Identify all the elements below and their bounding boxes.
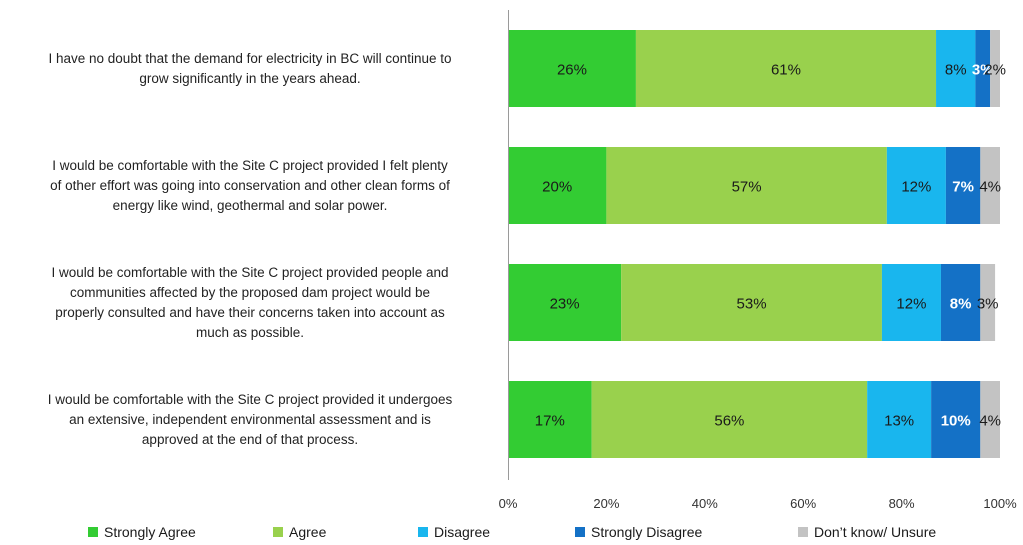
bar-segment — [508, 30, 636, 107]
data-label: 4% — [979, 179, 1001, 196]
x-tick-label: 100% — [983, 496, 1017, 511]
data-label: 26% — [557, 62, 587, 79]
bar-segment — [881, 264, 941, 341]
data-label: 13% — [884, 413, 914, 430]
bar-segment — [621, 264, 882, 341]
legend-item: Don’t know/ Unsure — [798, 524, 936, 540]
category-label-line: approved at the end of that process. — [141, 431, 359, 447]
bar-segment — [508, 147, 607, 224]
data-label: 12% — [896, 296, 926, 313]
data-label: 8% — [945, 62, 967, 79]
data-label: 3% — [972, 62, 994, 79]
category-label-line: grow significantly in the years ahead. — [139, 70, 361, 86]
category-label-line: I would be comfortable with the Site C p… — [47, 391, 453, 407]
x-tick-label: 0% — [499, 496, 518, 511]
data-label: 12% — [901, 179, 931, 196]
category-label-line: I would be comfortable with the Site C p… — [52, 157, 448, 173]
bar-segment — [591, 381, 868, 458]
category-label-line: communities affected by the proposed dam… — [70, 284, 430, 300]
data-label: 53% — [737, 296, 767, 313]
data-label: 8% — [950, 296, 972, 313]
x-tick-label: 20% — [593, 496, 619, 511]
category-label-line: energy like wind, geothermal and solar p… — [112, 197, 388, 213]
category-label-line: I have no doubt that the demand for elec… — [48, 50, 452, 66]
legend-swatch — [273, 527, 283, 537]
legend-label: Disagree — [434, 524, 491, 540]
category-label-line: of other effort was going into conservat… — [50, 177, 450, 193]
x-tick-label: 40% — [692, 496, 718, 511]
chart-legend: Strongly Agree Agree Disagree Strongly Disa… — [0, 524, 1023, 544]
data-label: 56% — [714, 413, 744, 430]
bar-segment — [945, 147, 981, 224]
data-label: 20% — [542, 179, 572, 196]
bar-segment — [980, 264, 996, 341]
legend-item: Strongly Disagree — [575, 524, 702, 540]
data-label: 17% — [535, 413, 565, 430]
bar-segment — [936, 30, 976, 107]
category-label: I have no doubt that the demand for elec… — [6, 49, 494, 89]
category-label: I would be comfortable with the Site C p… — [6, 390, 494, 450]
legend-swatch — [575, 527, 585, 537]
x-tick-label: 80% — [889, 496, 915, 511]
legend-item: Strongly Agree — [88, 524, 196, 540]
data-label: 4% — [979, 413, 1001, 430]
legend-swatch — [88, 527, 98, 537]
bar-segment — [606, 147, 887, 224]
x-tick-label: 60% — [790, 496, 816, 511]
category-label-line: properly consulted and have their concer… — [55, 304, 445, 320]
data-label: 10% — [941, 413, 971, 430]
category-label: I would be comfortable with the Site C p… — [6, 156, 494, 216]
bar-segment — [980, 381, 1000, 458]
category-label: I would be comfortable with the Site C p… — [6, 263, 494, 343]
legend-swatch — [798, 527, 808, 537]
bar-segment — [635, 30, 937, 107]
bar-segment — [867, 381, 932, 458]
data-label: 23% — [550, 296, 580, 313]
data-label: 61% — [771, 62, 801, 79]
bar-segment — [886, 147, 946, 224]
bar-segment — [975, 30, 991, 107]
legend-label: Agree — [289, 524, 327, 540]
category-label-line: an extensive, independent environmental … — [69, 411, 431, 427]
bar-segment — [508, 381, 592, 458]
legend-label: Strongly Agree — [104, 524, 196, 540]
data-label: 7% — [952, 179, 974, 196]
category-label-line: I would be comfortable with the Site C p… — [51, 264, 449, 280]
bar-segment — [508, 264, 622, 341]
category-label-line: much as possible. — [195, 324, 305, 340]
data-label: 2% — [984, 62, 1006, 79]
bar-segment — [931, 381, 981, 458]
legend-item: Agree — [273, 524, 326, 540]
legend-swatch — [418, 527, 428, 537]
data-label: 3% — [977, 296, 999, 313]
legend-item: Disagree — [418, 524, 490, 540]
bar-segment — [940, 264, 981, 341]
legend-label: Don’t know/ Unsure — [814, 524, 937, 540]
bar-segment — [990, 30, 1000, 107]
bar-segment — [980, 147, 1000, 224]
data-label: 57% — [732, 179, 762, 196]
legend-label: Strongly Disagree — [591, 524, 703, 540]
